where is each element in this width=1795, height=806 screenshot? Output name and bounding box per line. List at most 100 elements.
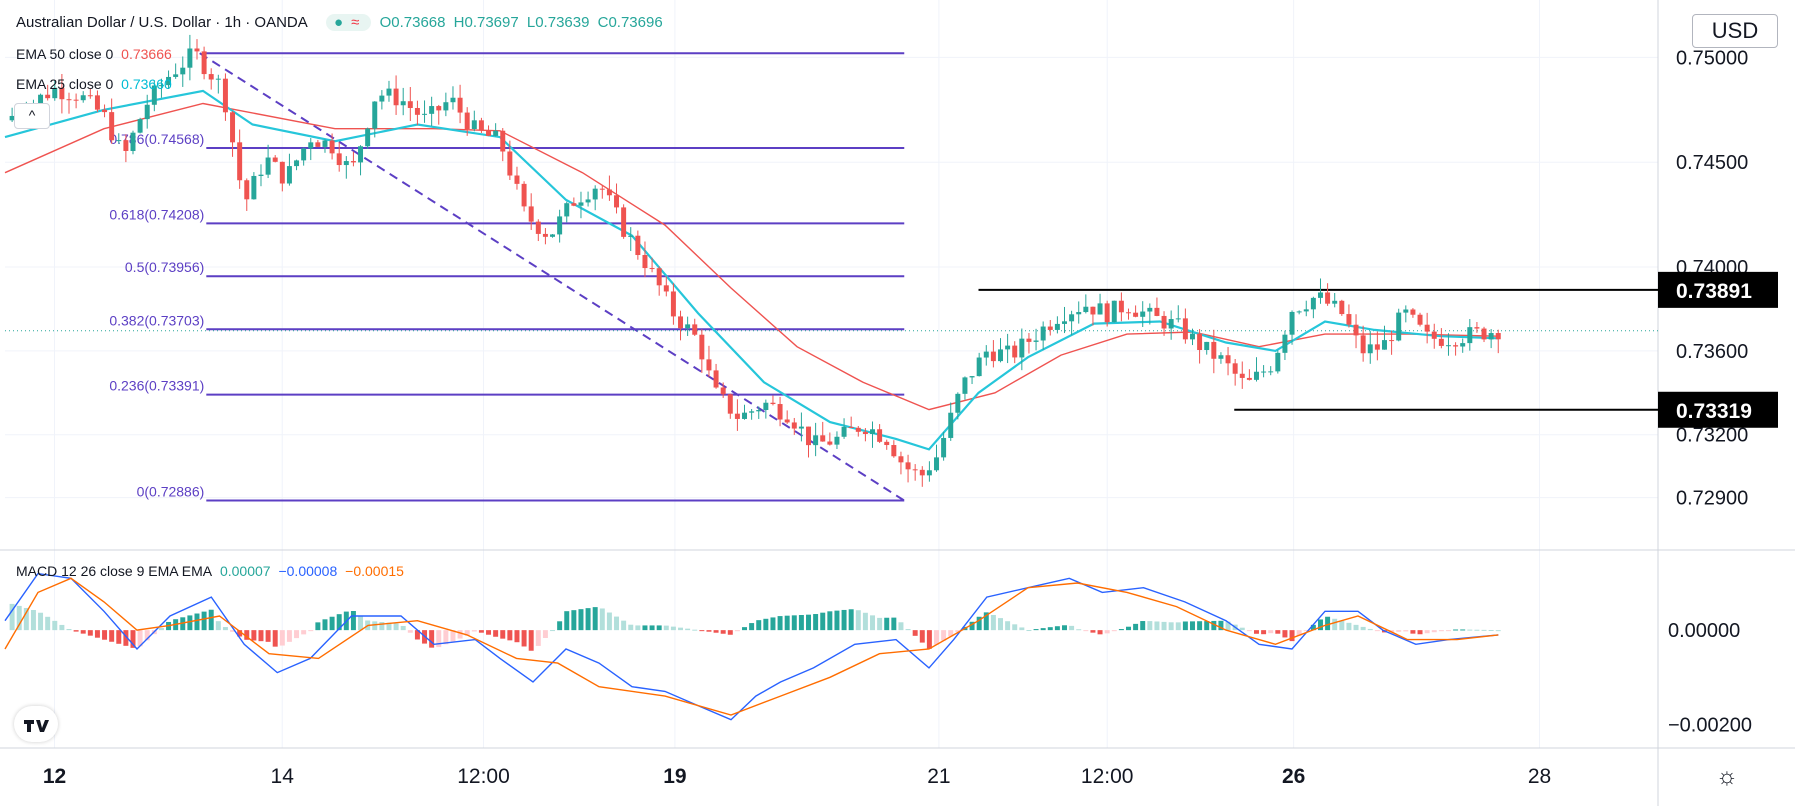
candle-body — [1417, 314, 1423, 325]
price-tick-label: 0.74500 — [1676, 152, 1748, 174]
open-value: O0.73668 — [379, 14, 446, 31]
ema25-legend[interactable]: EMA 25 close 0 0.73660 — [16, 76, 176, 92]
candle-body — [130, 132, 136, 151]
macd-histogram-bar — [1182, 621, 1188, 631]
fib-level-label: 0(0.72886) — [137, 484, 205, 500]
time-tick-label: 12:00 — [1081, 765, 1134, 788]
candle-body — [294, 160, 300, 167]
macd-histogram-bar — [1424, 630, 1430, 634]
candle-body — [1246, 377, 1252, 380]
macd-histogram-bar — [315, 622, 321, 631]
macd-histogram-bar — [606, 612, 612, 631]
macd-histogram-bar — [1154, 621, 1160, 631]
candle-body — [955, 393, 961, 413]
macd-histogram-bar — [1310, 624, 1316, 631]
macd-histogram-bar — [614, 616, 620, 631]
candle-body — [962, 377, 968, 394]
candle-body — [1275, 352, 1281, 372]
candle-body — [336, 153, 342, 166]
candle-body — [841, 426, 847, 437]
candle-body — [870, 429, 875, 435]
candle-body — [1396, 312, 1402, 341]
candle-body — [1317, 292, 1323, 298]
trend-lines[interactable] — [5, 288, 1658, 411]
candle-body — [1012, 345, 1018, 358]
macd-histogram-bar — [1360, 626, 1366, 631]
macd-histogram-bar — [123, 630, 129, 646]
macd-line — [4, 572, 1499, 721]
candle-body — [59, 87, 65, 100]
macd-histogram-bar — [834, 610, 840, 631]
macd-histogram-bar — [535, 630, 541, 646]
macd-histogram-bar — [350, 610, 356, 631]
macd-histogram-bar — [1467, 629, 1473, 631]
macd-histogram-bar — [720, 630, 726, 634]
candle-body — [407, 101, 413, 108]
settings-icon[interactable]: ☼ — [1716, 763, 1738, 790]
candle-body — [784, 419, 790, 423]
macd-histogram-bar — [1325, 616, 1331, 631]
candle-body — [1310, 297, 1316, 310]
candle-body — [1453, 345, 1459, 347]
candle-body — [1218, 355, 1224, 359]
candle-body — [606, 189, 612, 196]
candle-body — [343, 161, 349, 166]
macd-histogram-bar — [1481, 629, 1487, 631]
macd-legend[interactable]: MACD 12 26 close 9 EMA EMA 0.00007 −0.00… — [16, 563, 408, 579]
candle-body — [123, 140, 129, 151]
candle-body — [315, 142, 321, 147]
candle-body — [429, 106, 435, 114]
candle-body — [422, 113, 428, 115]
macd-histogram-bar — [1417, 630, 1423, 635]
macd-histogram-bar — [1396, 630, 1402, 632]
candle-body — [1140, 311, 1146, 317]
candle-body — [180, 67, 186, 75]
candle-body — [557, 216, 563, 235]
candle-body — [1211, 341, 1217, 359]
status-badge[interactable]: ● ≈ — [325, 14, 372, 31]
collapse-legend-button[interactable]: ^ — [14, 103, 50, 129]
macd-histogram-bar — [500, 630, 506, 639]
ema50-legend[interactable]: EMA 50 close 0 0.73666 — [16, 46, 176, 62]
candle-body — [80, 95, 86, 101]
support-marker — [1658, 391, 1778, 428]
candle-body — [770, 402, 776, 405]
macd-histogram-bar — [784, 615, 790, 631]
signal-line — [4, 577, 1499, 716]
macd-histogram-bar — [628, 624, 634, 631]
macd-histogram-bar — [222, 627, 228, 631]
fibonacci-retracement[interactable]: 0.786(0.74568)0.618(0.74208)0.5(0.73956)… — [109, 52, 905, 502]
candle-body — [806, 426, 811, 446]
macd-histogram-bar — [1218, 620, 1224, 631]
candle-body — [877, 429, 883, 442]
macd-histogram-bar — [486, 630, 492, 635]
macd-histogram-bar — [38, 612, 44, 631]
candle-body — [1197, 333, 1203, 350]
macd-histogram-bar — [109, 630, 115, 642]
macd-histogram-bar — [692, 629, 698, 631]
macd-histogram-bar — [934, 630, 939, 645]
macd-histogram-bar — [1403, 630, 1409, 632]
macd-histogram-bar — [1246, 630, 1252, 632]
candle-body — [1040, 326, 1046, 341]
macd-histogram-bar — [16, 605, 22, 631]
candle-body — [279, 161, 285, 184]
symbol-title[interactable]: Australian Dollar / U.S. Dollar · 1h · O… — [16, 14, 308, 31]
macd-histogram-bar — [1374, 630, 1380, 632]
candle-body — [990, 351, 996, 362]
macd-histogram-bar — [1353, 624, 1359, 631]
macd-histogram-bar — [1296, 630, 1302, 636]
macd-histogram-bar — [116, 630, 122, 644]
candle-body — [1431, 331, 1437, 339]
tradingview-logo[interactable] — [14, 706, 58, 742]
currency-selector[interactable]: USD — [1692, 14, 1778, 48]
macd-histogram-bar — [642, 625, 648, 631]
candle-body — [1253, 371, 1259, 380]
candle-body — [1239, 373, 1245, 378]
macd-histogram-bar — [862, 612, 868, 631]
macd-histogram-bar — [23, 607, 29, 631]
ema25-label: EMA 25 close 0 — [16, 76, 114, 92]
time-tick-label: 19 — [663, 765, 686, 788]
time-tick-label: 28 — [1528, 765, 1551, 788]
